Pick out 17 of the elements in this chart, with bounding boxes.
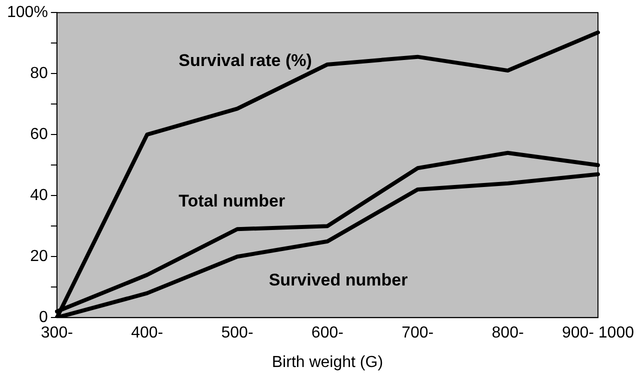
y-tick-label: 80 <box>30 65 48 82</box>
x-tick-label: 300- <box>40 324 73 342</box>
series-label: Survived number <box>268 270 408 290</box>
y-tick-label: 100% <box>7 4 48 22</box>
x-tick-label: 700- <box>402 324 434 342</box>
y-tick-label: 60 <box>30 126 48 144</box>
y-tick-label: 20 <box>30 248 48 266</box>
x-tick-label: 400- <box>131 324 164 342</box>
x-tick-label: 500- <box>221 324 254 342</box>
y-tick-label: 0 <box>39 309 48 326</box>
y-tick-label: 40 <box>30 187 48 204</box>
x-tick-label: 600- <box>311 324 344 342</box>
x-axis-title: Birth weight (G) <box>272 354 384 371</box>
x-tick-label: 900- 1000 <box>562 324 634 342</box>
x-tick-label: 800- <box>492 324 524 342</box>
series-label: Survival rate (%) <box>178 51 312 70</box>
series-label: Total number <box>178 191 286 210</box>
